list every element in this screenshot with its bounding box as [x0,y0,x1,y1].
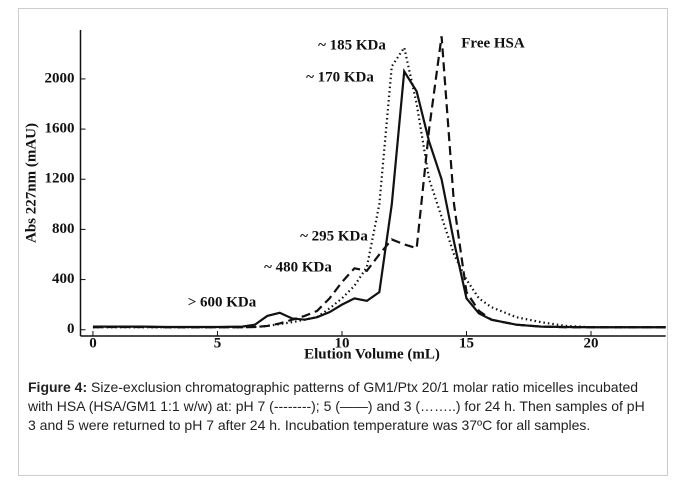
y-tick-label: 0 [67,321,75,337]
x-tick-label: 15 [459,335,474,351]
x-tick-label: 5 [214,335,222,351]
chart: Abs 227nm (mAU) Elution Volume (mL) 0 400… [23,30,666,362]
caption-text: Size-exclusion chromatographic patterns … [28,379,645,433]
annotation: ~ 480 KDa [264,259,332,275]
x-tick-label: 20 [583,335,598,351]
y-tick-label: 2000 [45,70,75,86]
x-axis-label: Elution Volume (mL) [304,346,440,362]
y-axis-label: Abs 227nm (mAU) [23,123,39,243]
y-tick-label: 1600 [45,121,75,137]
y-tick-label: 800 [52,221,75,237]
annotation: > 600 KDa [188,294,257,310]
series-line [92,68,666,329]
series-line [92,36,666,329]
y-tick-label: 400 [52,271,75,287]
annotation: Free HSA [461,35,525,51]
caption-label: Figure 4: [28,379,88,395]
y-tick-label: 1200 [45,171,75,187]
x-tick-label: 0 [89,335,97,351]
annotation: ~ 295 KDa [300,228,368,244]
caption: Figure 4: Size-exclusion chromatographic… [28,378,656,435]
x-tick-label: 10 [334,335,349,351]
annotation: ~ 170 KDa [306,69,374,85]
annotation: ~ 185 KDa [318,37,386,53]
figure-frame [18,8,668,476]
